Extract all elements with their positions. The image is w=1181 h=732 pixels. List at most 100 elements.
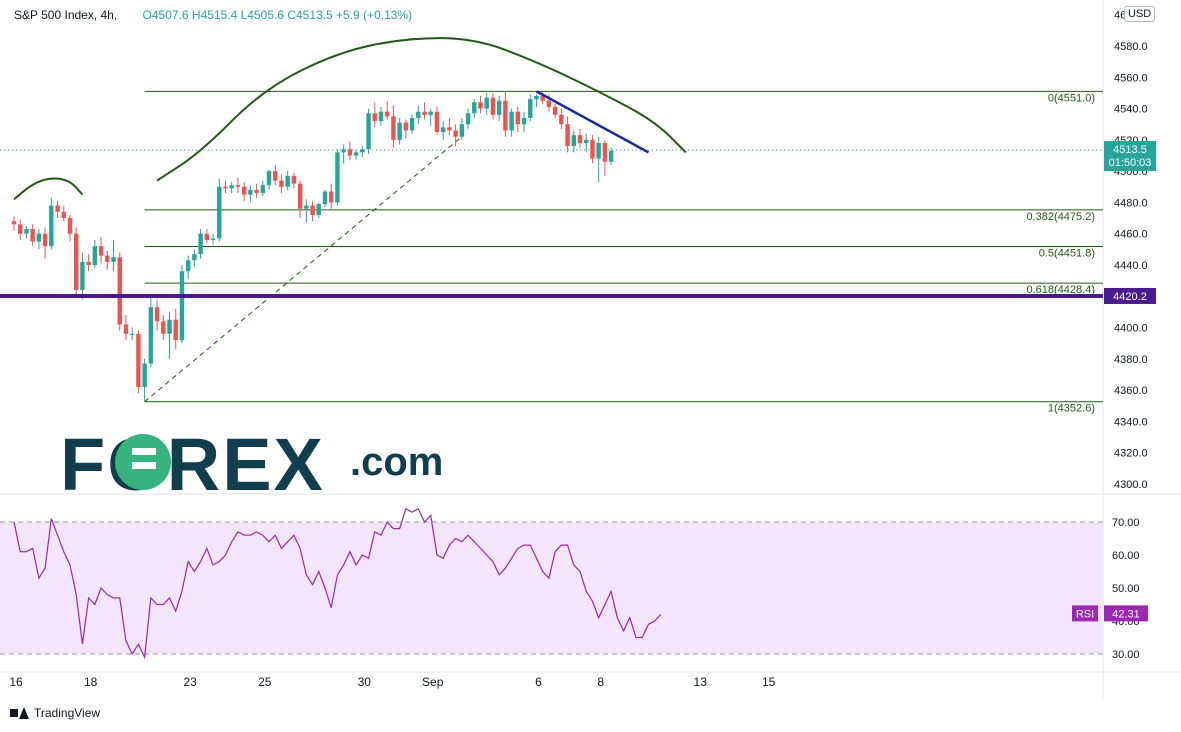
candle: [571, 130, 576, 153]
candle: [142, 358, 147, 402]
candle: [316, 202, 321, 219]
candle: [440, 121, 446, 140]
rsi-name-label: RSI: [1076, 608, 1094, 620]
candle: [49, 197, 54, 250]
time-axis-ticks: 16 18 23 25 30 Sep 6 8 13 15: [9, 675, 775, 689]
candle: [391, 105, 396, 148]
brand-label: TradingView: [34, 706, 101, 720]
fib-level-label: 0.618(4428.4): [1027, 284, 1096, 296]
price-tick-label: 4320.0: [1114, 448, 1148, 460]
candle-body: [92, 246, 98, 265]
forex-logo-suffix: .com: [350, 440, 443, 484]
price-tick-label: 4580.0: [1114, 41, 1148, 53]
time-tick-label: 8: [597, 675, 604, 689]
candle-body: [279, 180, 284, 187]
current-price-tag: [1104, 141, 1156, 172]
currency-button[interactable]: USD: [1124, 6, 1156, 22]
candle: [347, 141, 353, 161]
candles: [11, 91, 614, 402]
candle: [285, 171, 290, 190]
candle: [273, 164, 278, 186]
candle: [92, 239, 98, 269]
price-tick-label: 4440.0: [1114, 260, 1148, 272]
candle-body: [154, 307, 160, 322]
candle: [148, 296, 154, 367]
candle-body: [86, 261, 91, 265]
candle-body: [235, 185, 241, 187]
candle: [179, 265, 185, 344]
candle-body: [353, 152, 359, 156]
fib-diagonal-line: [144, 136, 463, 403]
candle: [490, 92, 496, 120]
candle: [74, 227, 79, 297]
time-tick-label: Sep: [422, 675, 444, 689]
candle: [111, 239, 116, 272]
candle: [409, 114, 415, 134]
candle-body: [565, 124, 570, 147]
candle-body: [528, 99, 533, 118]
candle-body: [428, 111, 433, 115]
price-tick-label: 4540.0: [1114, 104, 1148, 116]
candle: [223, 180, 228, 194]
candle-body: [465, 113, 471, 125]
candle: [229, 182, 234, 194]
candle: [185, 255, 191, 280]
price-tick-label: 4300.0: [1114, 479, 1148, 491]
tradingview-logo-icon: [10, 707, 29, 719]
price-tick-label: 4480.0: [1114, 197, 1148, 209]
candle-body: [24, 229, 29, 234]
candle: [266, 169, 272, 190]
candle-body: [217, 186, 222, 239]
candle-body: [559, 114, 564, 125]
candle: [353, 149, 359, 161]
candle-body: [440, 127, 446, 133]
countdown-label: 01:50:03: [1109, 157, 1152, 169]
candle: [67, 214, 73, 242]
candle-body: [478, 102, 483, 109]
candle-body: [608, 150, 614, 162]
time-tick-label: 13: [694, 675, 708, 689]
candle: [602, 139, 608, 176]
candle: [173, 308, 178, 350]
candle-body: [509, 111, 514, 131]
candle-body: [285, 175, 290, 187]
candle: [478, 96, 483, 114]
candle-body: [546, 100, 552, 108]
candle-body: [136, 333, 141, 388]
candle: [378, 107, 384, 126]
candle-body: [260, 185, 265, 194]
candle-body: [329, 191, 334, 203]
candle: [584, 133, 589, 153]
candle-body: [416, 111, 421, 118]
rsi-tick-label: 30.00: [1112, 649, 1140, 661]
candle-body: [434, 111, 440, 133]
candle-body: [347, 149, 353, 156]
candle-body: [496, 100, 502, 115]
candle-body: [55, 205, 60, 212]
candle-body: [210, 238, 216, 240]
candle: [192, 249, 197, 267]
candle-body: [366, 113, 371, 150]
candle-body: [310, 205, 315, 215]
candle-body: [204, 233, 210, 240]
candle: [565, 116, 570, 153]
candle-body: [148, 307, 154, 364]
candle: [24, 225, 29, 239]
candle-body: [74, 233, 79, 291]
candle-body: [18, 224, 23, 234]
candle: [472, 99, 477, 118]
footer-brand[interactable]: TradingView: [10, 706, 100, 720]
candle: [366, 108, 371, 154]
candle-body: [297, 183, 303, 209]
candle: [241, 182, 247, 201]
candle-body: [192, 254, 197, 261]
price-tick-label: 4340.0: [1114, 416, 1148, 428]
candle: [509, 108, 514, 137]
candle: [136, 330, 141, 394]
candle: [161, 315, 166, 341]
current-price-label: 4513.5: [1113, 144, 1147, 156]
time-tick-label: 23: [183, 675, 197, 689]
candle-body: [571, 135, 576, 147]
candle-body: [515, 111, 521, 125]
candle-body: [273, 171, 278, 181]
